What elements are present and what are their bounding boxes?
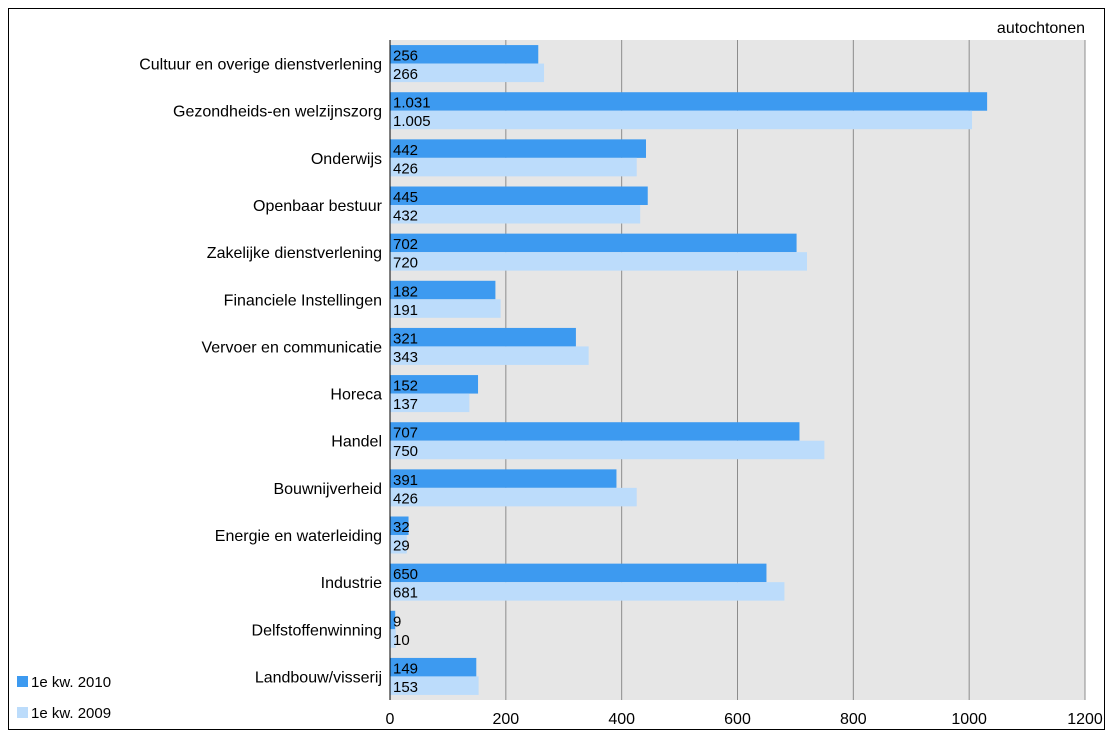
category-label: Vervoer en communicatie	[201, 339, 382, 356]
bar-2009	[390, 110, 973, 130]
category-label: Industrie	[321, 575, 382, 592]
bar-2009	[390, 299, 501, 318]
bar-2009	[390, 535, 407, 554]
data-label: 681	[393, 585, 418, 602]
data-label: 720	[393, 255, 418, 272]
bars	[390, 45, 988, 695]
category-label: Openbaar bestuur	[253, 198, 383, 215]
x-tick-label: 1000	[951, 711, 987, 728]
bar-2009	[390, 157, 637, 177]
category-labels: Cultuur en overige dienstverlening Gezond…	[139, 57, 382, 687]
bar-chart: 0 200 400 600 800 1000 1200 Cultuur en overige…	[17, 20, 1103, 728]
data-label: 266	[393, 66, 418, 83]
bar-2010	[390, 233, 797, 253]
bar-2010	[390, 375, 479, 394]
bar-2009	[390, 393, 470, 413]
data-label: 1.005	[393, 113, 431, 130]
bar-2009	[390, 63, 545, 83]
x-tick-label: 200	[492, 711, 519, 728]
data-label: 442	[393, 142, 418, 159]
bar-2010	[390, 422, 800, 441]
bar-2010	[390, 469, 617, 488]
category-label: Financiele Instellingen	[224, 292, 382, 309]
bar-2009	[390, 346, 589, 365]
x-tick-label: 0	[386, 711, 395, 728]
data-label: 702	[393, 236, 418, 253]
data-label: 149	[393, 660, 418, 677]
category-label: Onderwijs	[311, 151, 382, 168]
data-label: 426	[393, 160, 418, 177]
legend-label-2009: 1e kw. 2009	[31, 705, 111, 722]
category-label: Delfstoffenwinning	[252, 622, 382, 639]
data-label: 153	[393, 679, 418, 696]
legend: 1e kw. 2010 1e kw. 2009	[17, 674, 111, 722]
bar-2010	[390, 516, 409, 535]
data-label: 256	[393, 48, 418, 65]
x-axis-ticks: 0 200 400 600 800 1000 1200	[386, 711, 1103, 728]
bar-2010	[390, 610, 396, 630]
data-label: 1.031	[393, 95, 431, 112]
data-label: 426	[393, 490, 418, 507]
category-label: Landbouw/visserij	[255, 669, 382, 686]
chart-title: autochtonen	[997, 20, 1085, 37]
data-label: 707	[393, 425, 418, 442]
x-tick-label: 400	[608, 711, 635, 728]
data-label: 152	[393, 378, 418, 395]
bar-2009	[390, 582, 785, 601]
bar-2009	[390, 629, 396, 648]
x-tick-label: 800	[840, 711, 867, 728]
category-label: Cultuur en overige dienstverlening	[139, 57, 382, 74]
bar-2010	[390, 657, 477, 677]
legend-label-2010: 1e kw. 2010	[31, 674, 111, 691]
bar-2010	[390, 139, 646, 158]
data-label: 32	[393, 519, 410, 536]
bar-2009	[390, 487, 637, 507]
category-label: Bouwnijverheid	[273, 481, 382, 498]
data-label: 750	[393, 443, 418, 460]
data-labels: 2562661.0311.005442426445432702720182191…	[393, 48, 431, 696]
data-label: 182	[393, 283, 418, 300]
category-label: Horeca	[330, 387, 382, 404]
data-label: 343	[393, 349, 418, 366]
category-label: Zakelijke dienstverlening	[207, 245, 382, 262]
data-label: 9	[393, 613, 401, 630]
bar-2010	[390, 45, 539, 64]
x-tick-label: 1200	[1067, 711, 1103, 728]
legend-swatch-2010	[17, 676, 28, 687]
data-label: 650	[393, 566, 418, 583]
data-label: 29	[393, 538, 410, 555]
category-label: Gezondheids-en welzijnszorg	[173, 104, 382, 121]
data-label: 432	[393, 208, 418, 225]
bar-2009	[390, 252, 807, 271]
bar-2009	[390, 205, 641, 224]
data-label: 445	[393, 189, 418, 206]
category-label: Energie en waterleiding	[215, 528, 382, 545]
legend-swatch-2009	[17, 707, 28, 718]
bar-2010	[390, 327, 576, 347]
bar-2010	[390, 563, 767, 583]
data-label: 191	[393, 302, 418, 319]
bar-2009	[390, 440, 825, 460]
x-tick-label: 600	[724, 711, 751, 728]
data-label: 391	[393, 472, 418, 489]
chart-frame: 0 200 400 600 800 1000 1200 Cultuur en overige…	[8, 8, 1105, 730]
data-label: 137	[393, 396, 418, 413]
bar-2010	[390, 92, 988, 111]
category-label: Handel	[331, 434, 382, 451]
bar-2009	[390, 676, 479, 695]
data-label: 321	[393, 330, 418, 347]
bar-2010	[390, 186, 648, 205]
data-label: 10	[393, 632, 410, 649]
bar-2010	[390, 280, 496, 300]
